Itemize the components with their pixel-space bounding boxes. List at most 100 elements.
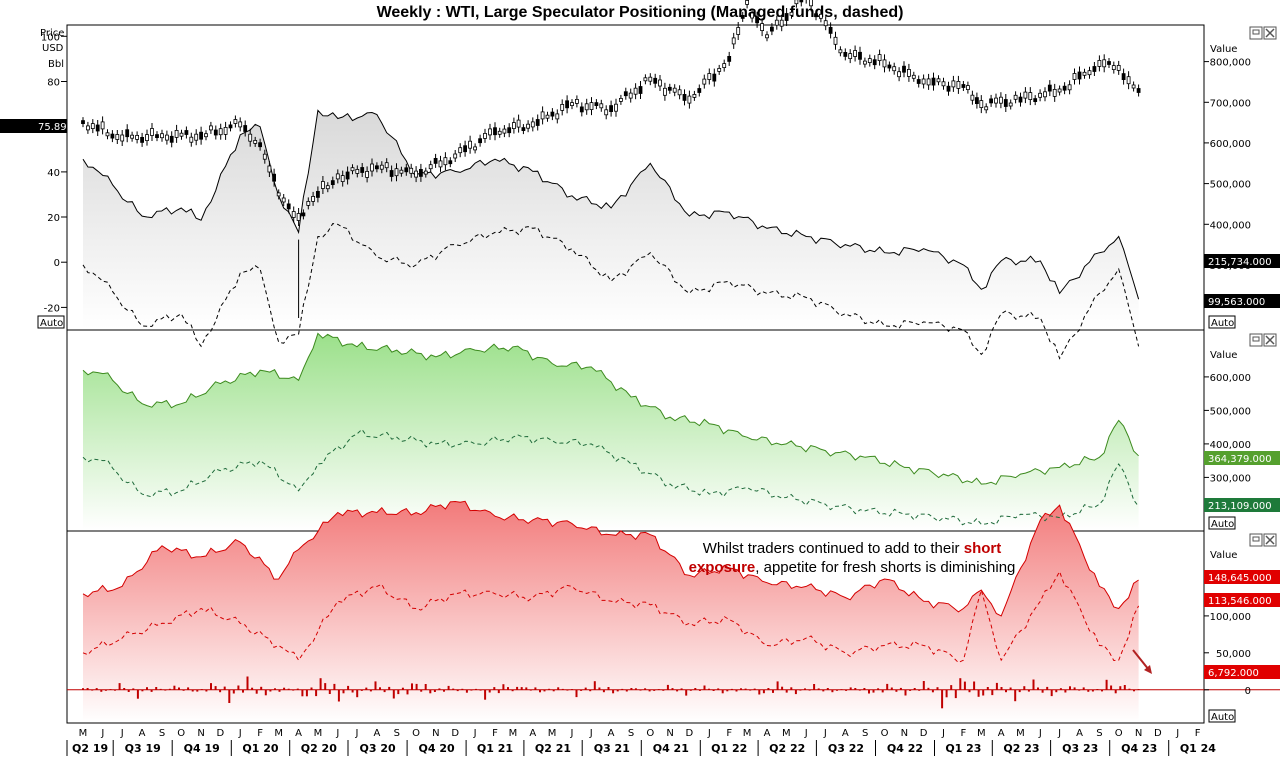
price-candle [765, 34, 769, 39]
price-candle [1062, 85, 1067, 91]
panel2-auto-button[interactable]: Auto [1208, 516, 1236, 530]
change-bar [1128, 688, 1131, 690]
change-bar [534, 687, 537, 690]
change-bar [813, 684, 816, 690]
x-month-label: J [941, 728, 945, 739]
price-candle [253, 139, 258, 144]
change-bar [899, 687, 902, 690]
annotation-arrow-head [1144, 665, 1152, 674]
price-candle [95, 124, 100, 132]
price-candle [823, 20, 828, 27]
panel1-maximize-icon[interactable] [1249, 26, 1263, 40]
price-candle [946, 85, 951, 92]
change-bar [1055, 689, 1058, 693]
change-bar [251, 687, 254, 690]
price-candle [428, 164, 433, 170]
change-bar [1009, 687, 1012, 690]
change-bar [717, 688, 720, 690]
price-candle [814, 13, 818, 18]
x-month-label: A [998, 728, 1005, 739]
price-axis-label-1: Price [40, 28, 64, 39]
x-quarter-label: Q1 22 [711, 742, 747, 755]
panel3-auto-button[interactable]: Auto [1208, 709, 1236, 723]
change-bar [1105, 679, 1108, 690]
change-bar [863, 688, 866, 690]
change-bar [324, 683, 327, 690]
price-tick-label: 100 [41, 32, 60, 43]
change-bar [1073, 687, 1076, 690]
x-month-label: A [1076, 728, 1083, 739]
panel2-maximize-icon[interactable] [1249, 333, 1263, 347]
price-candle [179, 132, 184, 137]
x-month-label: S [159, 728, 165, 739]
panel2-badge-dashed-text: 213,109.000 [1208, 501, 1272, 512]
price-candle [1043, 91, 1047, 98]
price-candle [614, 103, 618, 112]
price-tick-label: -20 [44, 303, 60, 314]
price-candle [760, 23, 764, 32]
price-candle [1097, 60, 1102, 67]
change-bar [95, 688, 98, 690]
price-candle [276, 192, 281, 197]
change-bar [82, 688, 84, 690]
panel1-auto-left-button[interactable]: Auto [37, 315, 65, 329]
price-candle [877, 54, 882, 61]
change-bar [424, 684, 427, 690]
change-bar [1133, 689, 1135, 692]
change-bar [246, 676, 249, 690]
change-bar [854, 688, 857, 690]
price-candle [633, 87, 638, 95]
price-candle [125, 129, 130, 138]
change-bar [607, 687, 610, 690]
price-axis-label-3: Bbl [48, 59, 64, 70]
price-candle [697, 88, 702, 93]
change-bar [826, 688, 829, 690]
change-bar [333, 683, 336, 690]
panel2-window-buttons[interactable] [1249, 333, 1277, 347]
x-month-label: O [177, 728, 185, 739]
panel3-maximize-icon[interactable] [1249, 533, 1263, 547]
panel3-badge-solid-text: 148,645.000 [1208, 573, 1272, 584]
price-candle [493, 127, 497, 136]
change-bar [721, 689, 724, 694]
panel3-series-solid-line [82, 500, 1139, 617]
change-bar [484, 689, 487, 700]
price-candle [727, 56, 732, 62]
change-bar [1114, 689, 1117, 694]
change-bar [744, 688, 747, 690]
panel1-value-ticks: 800,000700,000600,000500,000400,000300,0… [1204, 58, 1251, 272]
price-candle [794, 0, 799, 5]
change-bar [1082, 687, 1085, 690]
price-candle [189, 136, 194, 143]
change-bar [516, 686, 519, 690]
price-candle [1116, 65, 1121, 71]
price-candle [389, 170, 394, 177]
panel1-auto-right-button[interactable]: Auto [1208, 315, 1236, 329]
change-bar [1137, 689, 1140, 690]
price-candle [872, 59, 877, 66]
change-bar [1059, 688, 1062, 690]
change-bar [411, 683, 413, 690]
price-candle [1052, 89, 1057, 97]
change-bar [995, 682, 998, 690]
svg-text:Auto: Auto [40, 318, 63, 329]
change-bar [712, 689, 715, 691]
change-bar [598, 687, 601, 690]
change-bar [187, 687, 190, 690]
x-month-label: S [1096, 728, 1102, 739]
price-candle [414, 170, 419, 178]
price-candle [1028, 92, 1033, 100]
change-bar [269, 689, 272, 692]
x-month-label: J [335, 728, 339, 739]
change-bar [406, 689, 409, 695]
change-bar [849, 687, 852, 690]
panel3-window-buttons[interactable] [1249, 533, 1277, 547]
change-bar [146, 687, 148, 690]
panel1-window-buttons[interactable] [1249, 26, 1277, 40]
price-candle [360, 167, 365, 173]
change-bar [543, 689, 546, 692]
x-month-label: A [529, 728, 536, 739]
price-candle [902, 65, 906, 73]
price-candle [213, 129, 218, 136]
change-bar [493, 687, 496, 690]
